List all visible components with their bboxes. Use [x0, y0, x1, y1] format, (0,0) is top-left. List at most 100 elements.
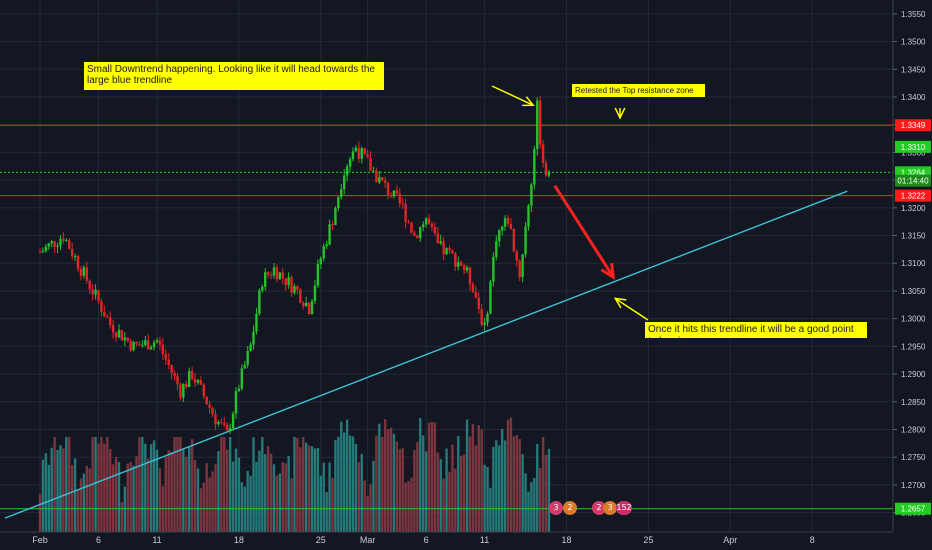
candle-body — [536, 100, 539, 150]
time-axis[interactable]: Feb 6 11 18 25 Mar 6 11 18 25 Apr 8 — [32, 535, 814, 545]
volume-bar — [512, 436, 516, 532]
volume-bar — [226, 449, 229, 532]
blue-trendline[interactable] — [4, 190, 848, 519]
annotation-buy-note[interactable]: Once it hits this trendline it will be a… — [645, 322, 867, 347]
candle-body — [82, 267, 86, 276]
price-label-box[interactable] — [895, 140, 931, 153]
event-badge[interactable]: 3 — [549, 501, 563, 515]
volume-bar — [185, 456, 188, 532]
volume-bar — [129, 461, 132, 532]
grid — [0, 0, 893, 532]
candle-body — [41, 250, 45, 253]
candle-body — [249, 344, 252, 351]
volume-bar — [269, 453, 273, 532]
volume-bar — [211, 471, 214, 532]
event-badge[interactable]: 2 — [592, 501, 606, 515]
candle-body — [416, 235, 419, 239]
price-label-box[interactable] — [895, 174, 931, 187]
volume-bar — [100, 437, 103, 532]
price-label-box[interactable] — [895, 189, 931, 202]
candle-body — [231, 413, 235, 429]
trendline-layer[interactable] — [4, 190, 848, 519]
event-badge[interactable]: 3 — [603, 501, 617, 515]
volume-bar — [486, 467, 489, 532]
volume-bar — [258, 450, 261, 532]
candle-body — [340, 188, 343, 197]
volume-bar — [389, 427, 393, 532]
volume-bar — [138, 437, 141, 532]
event-badge[interactable]: 152 — [616, 501, 632, 515]
candle-body — [316, 264, 320, 286]
candle-body — [185, 384, 188, 388]
candle-body — [492, 256, 495, 282]
candle-body — [544, 163, 548, 176]
annotation-arrow-top-head — [522, 96, 535, 107]
candle-body — [123, 337, 127, 341]
price-tick-label: 1.2800 — [901, 425, 926, 434]
candle-body — [179, 384, 182, 398]
price-tick-label: 1.2850 — [901, 398, 926, 407]
candle-body — [252, 331, 255, 345]
annotation-resistance-note[interactable]: Retested the Top resistance zone — [572, 84, 705, 97]
candle-body — [202, 384, 205, 397]
volume-bar — [135, 456, 138, 532]
volume-bar — [421, 435, 425, 532]
candle-body — [117, 330, 121, 338]
volume-bar — [328, 462, 331, 532]
volume-bar — [383, 419, 387, 532]
volume-bar — [392, 433, 396, 532]
volume-bar — [410, 477, 413, 532]
price-axis[interactable]: 1.26501.27001.27501.28001.28501.29001.29… — [893, 10, 931, 518]
volume-bar — [287, 455, 290, 532]
volume-bar — [170, 451, 173, 532]
volume-bar — [439, 459, 442, 532]
candle-body — [518, 260, 521, 278]
volume-bar — [94, 437, 97, 532]
event-badge[interactable]: 2 — [563, 501, 577, 515]
candle-body — [193, 378, 197, 383]
volume-bar — [176, 437, 179, 532]
candle-body — [427, 218, 431, 224]
candle-body — [392, 190, 396, 197]
candle-body — [495, 241, 498, 257]
volume-bar — [451, 444, 454, 532]
candle-body — [310, 301, 314, 315]
volume-bar — [460, 455, 463, 532]
candle-body — [269, 274, 273, 276]
volume-bar — [442, 478, 445, 532]
price-label-box[interactable] — [895, 502, 931, 515]
volume-bar — [106, 437, 109, 532]
candle-body — [264, 272, 267, 287]
price-axis-background — [894, 0, 932, 550]
volume-bar — [252, 437, 255, 532]
candle-body — [266, 272, 270, 275]
candle-body — [421, 224, 425, 228]
annotation-resistance-text: Retested the Top resistance zone — [575, 86, 694, 95]
volume-bar — [489, 487, 492, 532]
volume-bar — [56, 449, 59, 532]
time-tick-label: 25 — [316, 535, 326, 545]
candle-body — [164, 353, 167, 360]
volume-bar — [173, 437, 176, 532]
candle-body — [448, 248, 451, 251]
volume-bar — [343, 432, 346, 532]
candle-body — [345, 166, 349, 176]
candle-body — [149, 347, 153, 350]
volume-bar — [47, 464, 50, 532]
candle-body — [100, 301, 103, 312]
volume-bar — [62, 448, 65, 532]
price-tick-label: 1.3400 — [901, 93, 926, 102]
candle-body — [375, 170, 378, 183]
candle-body — [357, 147, 361, 159]
annotation-downtrend-note[interactable]: Small Downtrend happening. Looking like … — [84, 62, 384, 90]
volume-bar — [302, 437, 305, 532]
price-label-box[interactable] — [895, 119, 931, 132]
candle-body — [272, 267, 276, 276]
volume-bar — [536, 443, 539, 532]
candle-body — [170, 365, 173, 373]
volume-bar — [375, 435, 378, 532]
candle-body — [167, 359, 170, 366]
volume-bar — [401, 448, 404, 532]
candle-body — [457, 262, 460, 267]
